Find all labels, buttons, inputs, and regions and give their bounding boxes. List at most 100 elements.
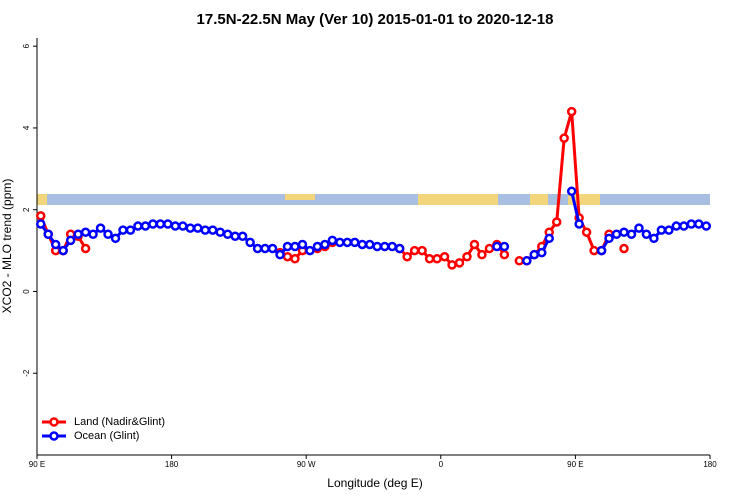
y-tick-label: 0: [22, 289, 31, 294]
point: [641, 229, 652, 239]
y-tick-label: 4: [22, 125, 31, 130]
point: [634, 223, 644, 233]
legend-marker: [49, 431, 59, 441]
x-tick-label: 90 E: [29, 460, 45, 469]
point: [103, 229, 113, 239]
y-tick-label: 6: [22, 43, 31, 48]
point: [417, 245, 427, 256]
point: [686, 219, 697, 229]
point: [230, 231, 240, 242]
point: [43, 229, 53, 239]
point: [357, 239, 368, 250]
map-strip: [37, 194, 710, 205]
point: [290, 241, 300, 252]
point: [342, 237, 353, 248]
point: [596, 245, 607, 256]
point: [439, 251, 450, 262]
point: [95, 223, 106, 233]
point: [215, 227, 225, 237]
point: [140, 221, 151, 231]
point: [275, 249, 285, 260]
point: [671, 221, 682, 231]
point: [492, 241, 502, 252]
point: [619, 227, 629, 237]
point: [566, 106, 577, 117]
point: [58, 245, 68, 256]
point: [537, 247, 547, 258]
point: [155, 219, 166, 229]
point: [133, 221, 143, 231]
point: [424, 254, 435, 264]
point: [469, 239, 480, 250]
point: [394, 243, 405, 254]
point: [88, 229, 98, 239]
point: [499, 241, 510, 252]
x-tick-label: 90 W: [297, 460, 316, 469]
point: [372, 241, 382, 252]
point: [267, 243, 278, 254]
point: [80, 227, 91, 237]
legend-box: [38, 412, 188, 448]
point: [589, 245, 599, 256]
point: [522, 256, 532, 266]
point: [611, 229, 622, 239]
legend-label: Land (Nadir&Glint): [74, 416, 165, 428]
point: [327, 235, 338, 246]
point: [290, 254, 300, 264]
x-tick-label: 0: [439, 460, 444, 469]
point: [125, 225, 136, 235]
point: [484, 243, 495, 254]
point: [335, 237, 345, 248]
point: [402, 251, 412, 262]
point: [118, 225, 128, 235]
point: [581, 227, 592, 237]
y-tick-label: -2: [22, 369, 31, 377]
point: [566, 186, 577, 197]
point: [73, 229, 83, 239]
point: [619, 243, 629, 254]
point: [514, 256, 525, 266]
point: [260, 243, 270, 254]
point: [252, 243, 263, 254]
x-tick-label: 180: [703, 460, 717, 469]
point: [387, 241, 397, 252]
point: [365, 239, 375, 250]
point: [237, 231, 248, 242]
y-tick-label: 2: [22, 207, 31, 212]
point: [409, 245, 420, 256]
legend-label: Ocean (Glint): [74, 430, 139, 442]
point: [170, 221, 181, 231]
point: [297, 239, 308, 250]
point: [282, 251, 293, 262]
x-axis-label: Longitude (deg E): [327, 476, 422, 490]
point: [80, 243, 91, 254]
point: [178, 221, 188, 231]
point: [207, 225, 218, 235]
point: [656, 225, 667, 235]
point: [163, 219, 173, 229]
point: [649, 233, 659, 244]
point: [626, 229, 637, 239]
point: [65, 235, 76, 246]
point: [350, 237, 360, 248]
point: [559, 133, 569, 143]
point: [574, 219, 584, 229]
point: [477, 249, 487, 260]
point: [35, 219, 46, 229]
point: [193, 223, 203, 233]
point: [305, 245, 315, 256]
point: [679, 221, 689, 231]
point: [454, 258, 465, 268]
point: [432, 254, 442, 264]
point: [110, 233, 121, 244]
point: [664, 225, 674, 235]
point: [245, 237, 255, 248]
point: [379, 241, 390, 252]
point: [551, 217, 562, 227]
point: [222, 229, 233, 239]
x-tick-label: 90 E: [567, 460, 583, 469]
point: [529, 249, 540, 260]
chart-title: 17.5N-22.5N May (Ver 10) 2015-01-01 to 2…: [197, 11, 554, 28]
point: [148, 219, 158, 229]
